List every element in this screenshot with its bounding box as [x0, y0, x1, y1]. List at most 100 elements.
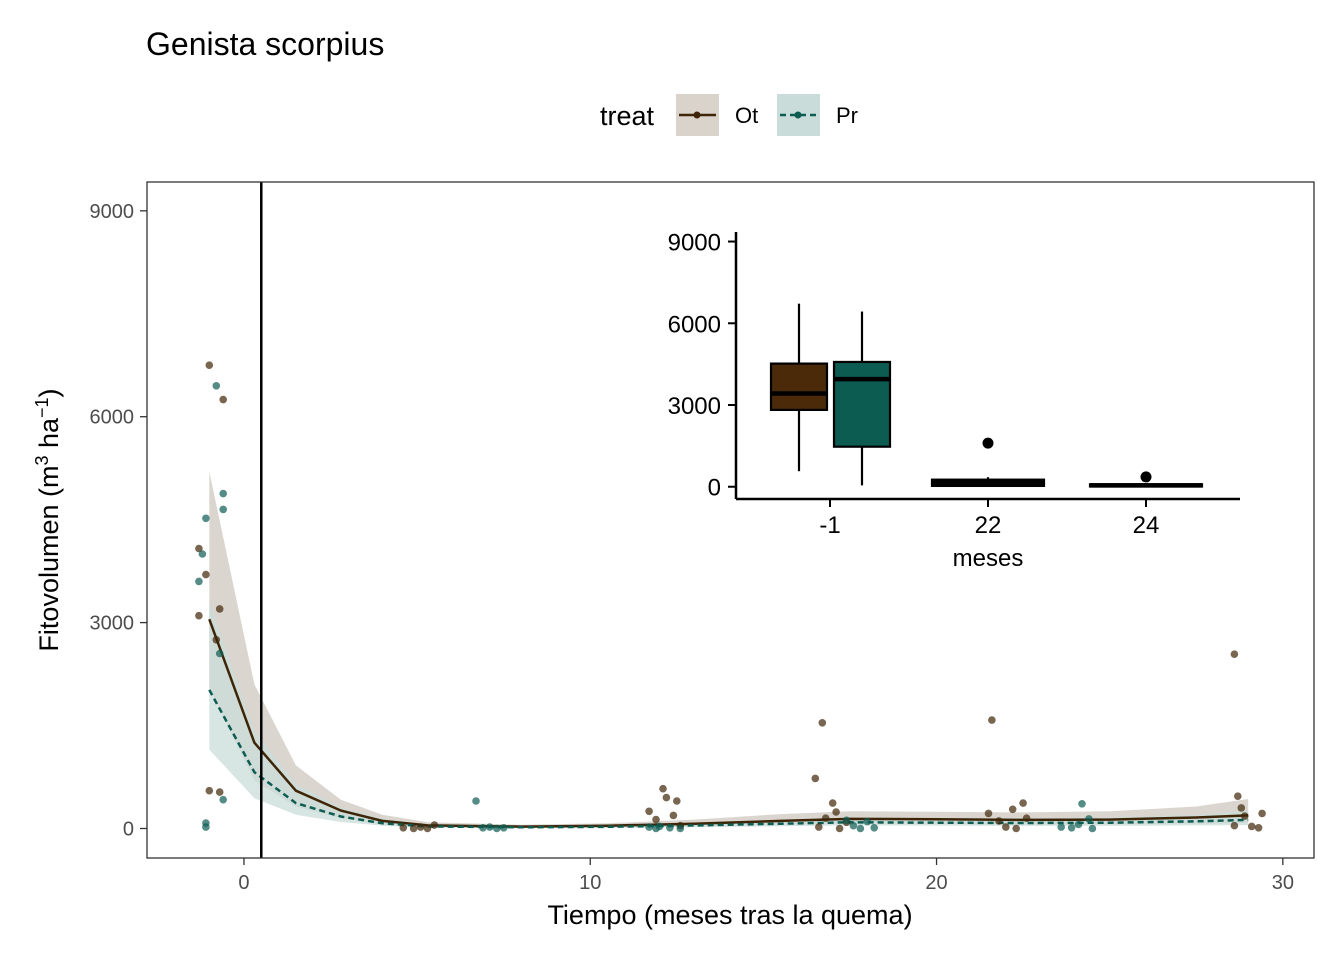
data-point-ot — [1240, 812, 1249, 820]
data-point-ot — [995, 817, 1003, 825]
inset-x-tick-label: 22 — [975, 512, 1002, 539]
data-point-pr — [863, 817, 872, 826]
data-point-ot — [416, 823, 425, 831]
data-point-ot — [215, 605, 224, 613]
data-point-pr — [1074, 820, 1083, 829]
data-point-pr — [849, 821, 858, 830]
data-point-pr — [215, 649, 224, 658]
inset-boxes — [769, 303, 1204, 488]
data-point-ot — [984, 809, 993, 818]
y-tick-label: 9000 — [90, 201, 135, 223]
y-axis-title-sup1: 3 — [32, 456, 52, 466]
y-axis: 0 3000 6000 9000 — [90, 201, 147, 840]
data-point-ot — [652, 815, 660, 824]
inset-box-m1-pr — [832, 360, 892, 448]
data-point-ot — [1230, 821, 1239, 830]
inset-outlier-24-all — [1140, 471, 1152, 483]
data-point-pr — [472, 797, 480, 805]
data-point-ot — [205, 786, 214, 795]
data-point-ot — [215, 788, 224, 796]
inset-y-tick-label: 3000 — [668, 393, 721, 420]
main-plot-panel: 0 10 20 30 0 3000 6000 9000 — [90, 181, 1315, 894]
data-point-ot — [1247, 822, 1256, 831]
data-point-pr — [195, 577, 203, 586]
data-point-pr — [870, 824, 878, 832]
data-point-pr — [219, 489, 227, 498]
legend-point-ot — [693, 111, 701, 119]
data-point-ot — [821, 814, 830, 822]
data-point-ot — [818, 719, 827, 727]
data-point-pr — [655, 822, 664, 831]
y-axis-title: Fitovolumen (m3 ha−1) — [32, 388, 64, 651]
inset-y-tick-label: 6000 — [668, 311, 721, 338]
inset-box-m1-ot — [769, 362, 829, 412]
inset-x-axis-title: meses — [953, 545, 1024, 572]
data-point-ot — [811, 774, 820, 783]
data-point-pr — [493, 824, 501, 833]
data-point-ot — [195, 544, 203, 553]
legend: treat Ot Pr — [600, 94, 858, 136]
x-tick-label: 10 — [579, 872, 601, 894]
data-point-pr — [202, 823, 210, 831]
data-point-pr — [1088, 824, 1097, 833]
y-axis-title-end: ) — [34, 388, 64, 397]
data-point-pr — [842, 816, 851, 825]
data-point-pr — [486, 823, 494, 831]
data-point-ot — [423, 824, 432, 833]
data-point-ot — [1254, 824, 1263, 832]
data-point-pr — [666, 824, 674, 832]
data-point-pr — [499, 824, 508, 832]
data-point-ot — [1002, 823, 1010, 831]
y-tick-label: 3000 — [90, 613, 135, 635]
y-tick-label: 0 — [123, 818, 134, 840]
y-axis-title-main: Fitovolumen (m — [34, 466, 64, 652]
x-tick-label: 0 — [238, 872, 249, 894]
data-point-ot — [205, 361, 214, 370]
x-axis: 0 10 20 30 — [238, 858, 1294, 894]
data-point-ot — [1234, 792, 1242, 800]
legend-point-pr — [794, 111, 802, 119]
chart-title: Genista scorpius — [146, 26, 384, 62]
data-point-ot — [1022, 814, 1031, 822]
x-axis-title: Tiempo (meses tras la quema) — [547, 900, 912, 930]
data-point-ot — [430, 821, 439, 829]
data-point-pr — [198, 550, 207, 558]
data-point-ot — [673, 797, 681, 805]
data-point-pr — [219, 795, 227, 804]
inset-y-tick-label: 0 — [708, 475, 721, 502]
data-points — [195, 361, 1266, 833]
confidence-band-pr — [209, 602, 1249, 829]
data-point-ot — [659, 784, 667, 793]
data-point-ot — [988, 716, 996, 724]
data-point-ot — [1230, 650, 1239, 658]
inset-x-tick-label: -1 — [819, 512, 840, 539]
data-point-ot — [1008, 805, 1017, 814]
confidence-band-ot — [209, 471, 1249, 828]
data-point-ot — [832, 808, 840, 816]
data-point-ot — [219, 395, 227, 404]
inset-x-tick-label: 24 — [1133, 512, 1160, 539]
data-point-ot — [662, 793, 671, 802]
x-tick-label: 20 — [925, 872, 947, 894]
y-axis-title-mid: ha — [34, 417, 64, 456]
data-point-pr — [1067, 824, 1076, 832]
data-point-pr — [1085, 815, 1093, 823]
data-point-ot — [202, 570, 210, 579]
inset-outlier-22-all — [982, 437, 994, 449]
inset-y-axis: 0 3000 6000 9000 — [668, 230, 736, 502]
panel-border — [146, 181, 1315, 859]
data-point-ot — [195, 611, 203, 620]
y-axis-title-sup2: −1 — [32, 397, 52, 418]
data-point-pr — [1057, 823, 1065, 831]
data-point-ot — [1237, 804, 1246, 812]
data-point-pr — [676, 824, 685, 833]
legend-label-ot: Ot — [735, 103, 758, 128]
data-point-ot — [212, 636, 221, 644]
data-point-pr — [1078, 800, 1086, 808]
y-tick-label: 6000 — [90, 407, 135, 429]
data-point-pr — [219, 505, 227, 514]
data-point-ot — [409, 824, 418, 833]
data-point-ot — [669, 811, 678, 820]
data-point-ot — [1258, 809, 1266, 818]
